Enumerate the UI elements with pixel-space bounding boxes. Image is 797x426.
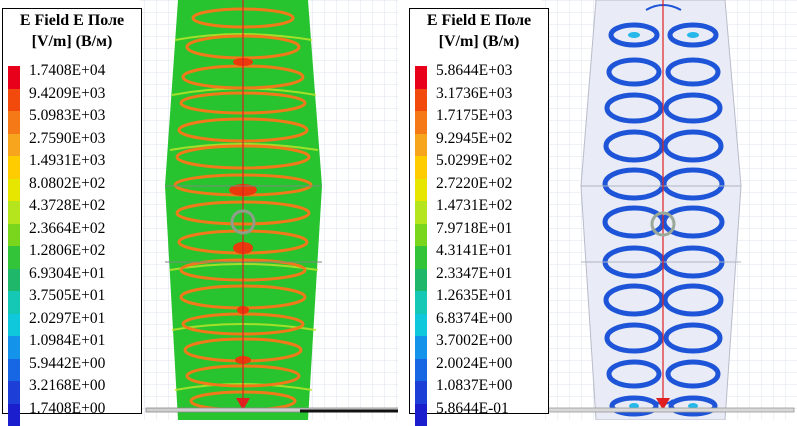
- legend-value: 4.3141E+01: [436, 242, 512, 260]
- legend-swatch: [415, 269, 427, 292]
- legend-swatch: [415, 381, 427, 404]
- legend-swatch: [8, 381, 20, 404]
- legend-value: 2.7220E+02: [436, 175, 512, 193]
- legend-value: 2.3664E+02: [29, 220, 105, 238]
- legend-value: 1.0984E+01: [29, 332, 105, 350]
- legend-swatch: [415, 314, 427, 337]
- legend-swatch: [8, 224, 20, 247]
- legend-swatch: [8, 134, 20, 157]
- legend-value: 1.4931E+03: [29, 152, 105, 170]
- legend-swatch: [415, 134, 427, 157]
- legend-value: 3.7505E+01: [29, 287, 105, 305]
- legend-value: 3.1736E+03: [436, 85, 512, 103]
- legend-swatch: [8, 359, 20, 382]
- legend-swatch: [415, 179, 427, 202]
- legend-swatch: [8, 179, 20, 202]
- field-legend-left: E Field E Поле [V/m] (В/м) 1.7408E+04 9.4…: [2, 8, 142, 414]
- legend-swatch: [8, 291, 20, 314]
- legend-title: E Field E Поле: [410, 12, 548, 30]
- legend-swatch: [8, 404, 20, 426]
- legend-swatch: [415, 359, 427, 382]
- legend-swatch: [415, 404, 427, 426]
- legend-value: 5.8644E+03: [436, 62, 512, 80]
- legend-units: [V/m] (В/м): [410, 33, 548, 51]
- legend-swatch: [415, 201, 427, 224]
- legend-swatch: [415, 291, 427, 314]
- legend-swatch: [8, 269, 20, 292]
- legend-swatch: [8, 201, 20, 224]
- legend-swatch: [415, 89, 427, 112]
- legend-value: 8.0802E+02: [29, 175, 105, 193]
- legend-swatch: [415, 336, 427, 359]
- legend-value: 5.8644E-01: [436, 400, 509, 418]
- legend-value: 2.0297E+01: [29, 310, 105, 328]
- legend-value: 6.8374E+00: [436, 310, 512, 328]
- legend-value: 5.0299E+02: [436, 152, 512, 170]
- field-plot-panel-right: E Field E Поле [V/m] (В/м) 5.8644E+03 3.1…: [401, 0, 797, 420]
- legend-value: 2.3347E+01: [436, 265, 512, 283]
- legend-swatch: [8, 89, 20, 112]
- legend-swatch: [415, 246, 427, 269]
- field-plot-panel-left: E Field E Поле [V/m] (В/м) 1.7408E+04 9.4…: [0, 0, 398, 420]
- field-legend-right: E Field E Поле [V/m] (В/м) 5.8644E+03 3.1…: [409, 8, 549, 414]
- legend-value: 5.0983E+03: [29, 107, 105, 125]
- legend-value: 1.7408E+04: [29, 62, 105, 80]
- legend-swatch: [415, 66, 427, 89]
- legend-value: 9.4209E+03: [29, 85, 105, 103]
- legend-title: E Field E Поле: [3, 12, 141, 30]
- legend-value: 3.2168E+00: [29, 377, 105, 395]
- legend-swatch: [8, 246, 20, 269]
- legend-value: 1.4731E+02: [436, 197, 512, 215]
- legend-value: 2.0024E+00: [436, 355, 512, 373]
- legend-value: 5.9442E+00: [29, 355, 105, 373]
- legend-swatch: [415, 224, 427, 247]
- legend-swatch: [415, 111, 427, 134]
- legend-value: 1.0837E+00: [436, 377, 512, 395]
- legend-value: 1.2806E+02: [29, 242, 105, 260]
- legend-swatch: [8, 156, 20, 179]
- field-region: [581, 0, 741, 420]
- legend-units: [V/m] (В/м): [3, 33, 141, 51]
- legend-value: 6.9304E+01: [29, 265, 105, 283]
- legend-swatch: [8, 66, 20, 89]
- legend-value: 3.7002E+00: [436, 332, 512, 350]
- legend-value: 2.7590E+03: [29, 130, 105, 148]
- base-plate: [544, 408, 794, 412]
- legend-value: 7.9718E+01: [436, 220, 512, 238]
- legend-swatch: [8, 111, 20, 134]
- legend-value: 1.2635E+01: [436, 287, 512, 305]
- legend-value: 1.7175E+03: [436, 107, 512, 125]
- legend-swatch: [8, 314, 20, 337]
- legend-swatch: [8, 336, 20, 359]
- legend-value: 1.7408E+00: [29, 400, 105, 418]
- legend-value: 9.2945E+02: [436, 130, 512, 148]
- legend-swatch: [415, 156, 427, 179]
- legend-value: 4.3728E+02: [29, 197, 105, 215]
